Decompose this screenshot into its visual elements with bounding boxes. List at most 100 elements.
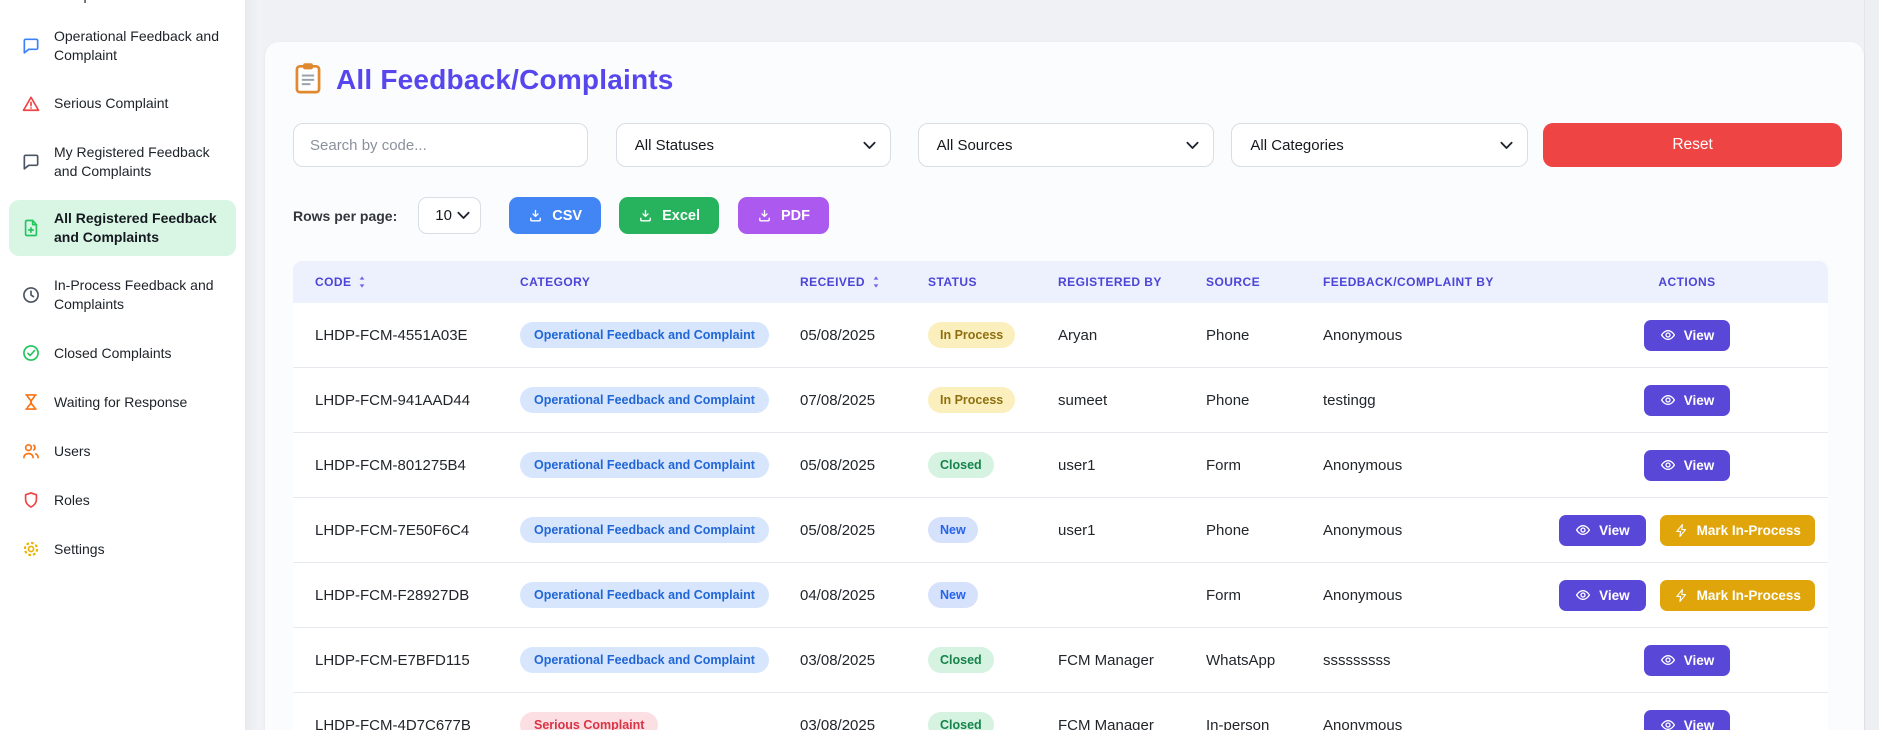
column-header[interactable]: RECEIVED <box>778 275 906 289</box>
table-row: LHDP-FCM-F28927DB Operational Feedback a… <box>293 563 1828 628</box>
status-badge: In Process <box>928 322 1016 348</box>
row-source: Form <box>1206 586 1241 604</box>
gear-icon <box>21 539 41 559</box>
row-feedback-by: Anonymous <box>1323 326 1403 344</box>
row-source: Phone <box>1206 326 1250 344</box>
export-csv-button[interactable]: CSV <box>509 197 602 234</box>
sidebar-item-label: Complaint <box>21 0 117 5</box>
category-badge: Operational Feedback and Complaint <box>520 517 769 543</box>
row-registered-by: FCM Manager <box>1058 651 1154 669</box>
eye-icon <box>1660 459 1675 471</box>
row-source: WhatsApp <box>1206 651 1276 669</box>
view-button[interactable]: View <box>1643 644 1731 676</box>
download-icon <box>759 209 770 222</box>
view-button[interactable]: View <box>1643 449 1731 481</box>
sidebar-item-partial[interactable]: Complaint <box>9 0 236 7</box>
sidebar-item[interactable]: Users <box>9 432 236 470</box>
view-button[interactable]: View <box>1643 709 1731 730</box>
sidebar-item[interactable]: Roles <box>9 481 236 519</box>
row-registered-by: user1 <box>1058 521 1096 539</box>
page-header: All Feedback/Complaints <box>293 62 1842 98</box>
status-badge: New <box>928 582 978 608</box>
sidebar-item[interactable]: All Registered Feedback and Complaints <box>9 200 236 257</box>
reset-button[interactable]: Reset <box>1543 123 1842 167</box>
column-header[interactable]: CODE <box>293 275 498 289</box>
sidebar-item-label: Settings <box>54 540 105 557</box>
table-row: LHDP-FCM-7E50F6C4 Operational Feedback a… <box>293 498 1828 563</box>
toolbar: Rows per page: 10 CSV Excel PDF <box>293 197 1842 234</box>
category-filter-select[interactable]: All Categories <box>1231 123 1529 167</box>
search-input[interactable] <box>293 123 588 167</box>
sidebar-item[interactable]: Operational Feedback and Complaint <box>9 18 236 74</box>
sidebar-item[interactable]: My Registered Feedback and Complaints <box>9 134 236 190</box>
table-header-row: CODE CATEGORY RECEIVED STATUS REGISTERED BY S… <box>293 261 1828 303</box>
row-source: Phone <box>1206 391 1250 409</box>
row-code: LHDP-FCM-4551A03E <box>315 326 468 344</box>
row-actions: View Mark In-Process <box>1546 449 1828 481</box>
sort-icon <box>872 276 880 288</box>
users-icon <box>21 441 41 461</box>
column-header: SOURCE <box>1206 275 1261 289</box>
mark-in-process-button[interactable]: Mark In-Process <box>1659 514 1815 546</box>
lightning-bolt-icon <box>1675 588 1686 602</box>
status-badge: Closed <box>928 452 994 478</box>
row-received: 07/08/2025 <box>800 391 876 409</box>
export-excel-button[interactable]: Excel <box>619 197 719 234</box>
row-code: LHDP-FCM-7E50F6C4 <box>315 521 470 539</box>
sidebar-scrollbar[interactable] <box>245 0 265 730</box>
table-row: LHDP-FCM-4551A03E Operational Feedback a… <box>293 303 1828 368</box>
shield-icon <box>21 490 41 510</box>
rows-per-page-select[interactable]: 10 <box>418 197 482 234</box>
row-received: 04/08/2025 <box>800 586 876 604</box>
view-button[interactable]: View <box>1559 514 1646 546</box>
sidebar-item[interactable]: Settings <box>9 530 236 568</box>
view-button[interactable]: View <box>1559 579 1646 611</box>
sidebar-item-label: Roles <box>54 491 90 508</box>
download-icon <box>640 209 651 222</box>
row-feedback-by: Anonymous <box>1323 716 1403 730</box>
file-plus-icon <box>21 218 41 238</box>
chat-bubble-icon <box>21 152 41 172</box>
row-code: LHDP-FCM-4D7C677B <box>315 716 471 730</box>
category-badge: Operational Feedback and Complaint <box>520 322 769 348</box>
sidebar-item[interactable]: In-Process Feedback and Complaints <box>9 267 236 323</box>
row-actions: View Mark In-Process <box>1546 319 1828 351</box>
column-header: FEEDBACK/COMPLAINT BY <box>1323 275 1494 289</box>
filter-row: All Statuses All Sources All Categories … <box>293 123 1842 167</box>
view-button[interactable]: View <box>1643 384 1731 416</box>
lightning-bolt-icon <box>1675 523 1686 537</box>
row-registered-by: Aryan <box>1058 326 1098 344</box>
chevron-down-icon <box>1186 141 1199 149</box>
table-row: LHDP-FCM-941AAD44 Operational Feedback a… <box>293 368 1828 433</box>
category-badge: Operational Feedback and Complaint <box>520 452 769 478</box>
rows-per-page-value: 10 <box>435 207 452 224</box>
column-header: REGISTERED BY <box>1058 275 1162 289</box>
row-code: LHDP-FCM-941AAD44 <box>315 391 471 409</box>
row-code: LHDP-FCM-E7BFD115 <box>315 651 470 669</box>
row-actions: View Mark In-Process <box>1546 644 1828 676</box>
mark-in-process-button[interactable]: Mark In-Process <box>1659 579 1815 611</box>
view-button[interactable]: View <box>1643 319 1731 351</box>
sidebar-item[interactable]: Closed Complaints <box>9 334 236 372</box>
table-row: LHDP-FCM-E7BFD115 Operational Feedback a… <box>293 628 1828 693</box>
complaints-table: CODE CATEGORY RECEIVED STATUS REGISTERED BY S… <box>293 261 1828 730</box>
chevron-down-icon <box>863 141 876 149</box>
eye-icon <box>1575 589 1591 601</box>
sidebar-item[interactable]: Serious Complaint <box>9 85 236 123</box>
row-received: 03/08/2025 <box>800 651 876 669</box>
page-scrollbar[interactable] <box>1864 0 1879 730</box>
export-pdf-button[interactable]: PDF <box>737 197 829 234</box>
row-registered-by: sumeet <box>1058 391 1108 409</box>
source-filter-select[interactable]: All Sources <box>917 123 1215 167</box>
source-filter-value: All Sources <box>936 136 1013 154</box>
table-row: LHDP-FCM-4D7C677B Serious Complaint 03/0… <box>293 693 1828 730</box>
row-feedback-by: Anonymous <box>1323 586 1403 604</box>
sidebar-item[interactable]: Waiting for Response <box>9 383 236 421</box>
category-badge: Operational Feedback and Complaint <box>520 582 769 608</box>
status-filter-select[interactable]: All Statuses <box>615 123 891 167</box>
table-body: LHDP-FCM-4551A03E Operational Feedback a… <box>293 303 1828 730</box>
status-filter-value: All Statuses <box>634 136 715 154</box>
sidebar-item-label: In-Process Feedback and Complaints <box>54 277 214 313</box>
row-code: LHDP-FCM-801275B4 <box>315 456 466 474</box>
column-header: STATUS <box>928 275 977 289</box>
